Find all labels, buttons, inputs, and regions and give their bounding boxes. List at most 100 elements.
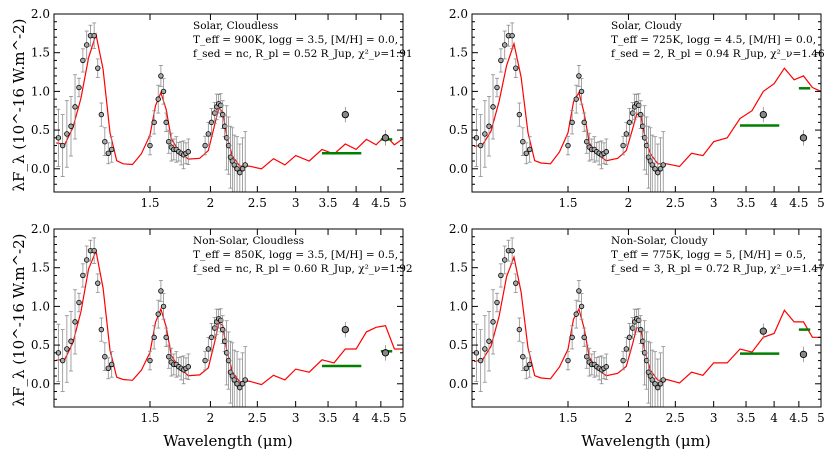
y-tick-label: 2.0 (31, 7, 50, 21)
photometry-point (381, 134, 390, 142)
photometry-point (341, 325, 349, 334)
x-tick-label: 2.5 (248, 196, 267, 210)
x-tick-label: 4 (352, 411, 360, 425)
panel-data-group (55, 22, 403, 192)
y-tick-label: 1.5 (31, 261, 50, 275)
data-point (102, 138, 108, 145)
photometry-point (799, 350, 808, 359)
x-tick-label: 3.5 (736, 196, 755, 210)
data-point (163, 334, 169, 341)
data-point (64, 346, 70, 352)
data-point (576, 73, 582, 79)
data-point (98, 326, 105, 333)
data-point (623, 346, 630, 352)
data-point (84, 42, 90, 48)
panel-frame (471, 13, 822, 193)
data-point (231, 377, 237, 383)
x-tick-label: 3 (710, 411, 718, 425)
panel-annotation-line: T_eff = 725K, logg = 4.5, [M/H] = 0.0, (611, 34, 816, 46)
data-point (498, 57, 504, 64)
data-point (158, 288, 164, 294)
data-point (208, 119, 215, 126)
data-point (626, 119, 633, 126)
y-tick-label: 0.5 (449, 123, 468, 137)
x-tick-label: 1.5 (558, 196, 577, 210)
x-axis-title-left: Wavelength (μm) (163, 432, 292, 450)
data-point (105, 150, 111, 157)
panel-annotation-line: T_eff = 850K, logg = 3.5, [M/H] = 0.5, (193, 249, 398, 261)
x-tick-label: 3.5 (318, 196, 337, 210)
x-tick-label: 1.5 (140, 196, 159, 210)
data-point (80, 272, 86, 279)
y-tick-label: 1.0 (449, 299, 468, 313)
data-point (84, 257, 90, 263)
x-tick-label: 2.5 (666, 196, 685, 210)
data-point (108, 146, 115, 153)
x-tick-label: 2 (207, 196, 215, 210)
x-tick-label: 3 (710, 196, 718, 210)
data-point (185, 364, 192, 370)
data-point (105, 365, 111, 372)
photometry-point (799, 134, 808, 142)
data-point (626, 334, 633, 341)
x-axis-title-right: Wavelength (μm) (581, 432, 710, 450)
data-point (91, 32, 97, 39)
y-tick-label: 0.0 (31, 162, 50, 176)
data-point (102, 353, 108, 360)
data-point (231, 162, 237, 168)
data-point (652, 381, 658, 387)
panel-top-left: 0.0 0.5 1.0 1.5 2.0 1.5 2 2.5 3 3.5 4 4.5 5 Solar, Cl… (31, 7, 413, 210)
data-point (482, 346, 488, 352)
data-point (237, 169, 243, 176)
model-spectrum-line (474, 255, 821, 384)
data-point (155, 311, 161, 317)
data-point (95, 280, 101, 286)
photometry-point (759, 327, 767, 335)
data-point (68, 338, 74, 344)
data-point (166, 138, 172, 145)
panel-annotation-line: Solar, Cloudless (193, 20, 278, 32)
data-point (578, 303, 585, 310)
panel-top-right: 0.0 0.5 1.0 1.5 2.0 1.5 2 2.5 3 3.5 4 4.5 5 Solar, Cl… (449, 7, 825, 210)
panel-data-group (473, 22, 821, 192)
panel-frame (53, 228, 404, 408)
y-tick-label: 0.5 (31, 123, 50, 137)
data-point (498, 272, 504, 279)
data-point (569, 119, 575, 126)
y-tick-label: 2.0 (31, 222, 50, 236)
data-point (477, 357, 484, 364)
photometry-point (341, 110, 349, 119)
data-point (80, 57, 86, 64)
data-point (502, 257, 508, 263)
x-tick-label: 4 (770, 196, 778, 210)
y-tick-label: 0.0 (449, 377, 468, 391)
panel-annotation-line: T_eff = 900K, logg = 3.5, [M/H] = 0.0, (193, 34, 398, 46)
data-point (565, 142, 571, 149)
x-tick-label: 4.5 (789, 196, 808, 210)
model-spectrum-line (56, 249, 403, 386)
data-point (660, 377, 666, 383)
data-point (72, 104, 78, 110)
y-tick-label: 2.0 (449, 222, 468, 236)
panel-data-group (55, 237, 403, 407)
data-point (151, 334, 157, 341)
data-point (603, 149, 610, 155)
data-point (569, 334, 575, 341)
model-spectrum-line (474, 41, 821, 168)
x-tick-label: 2 (207, 411, 215, 425)
data-point (581, 334, 587, 341)
data-point (629, 110, 636, 116)
data-point (490, 319, 496, 325)
data-point (98, 111, 105, 118)
x-tick-label: 3 (292, 196, 300, 210)
data-point (211, 110, 218, 116)
data-point (565, 357, 571, 364)
x-tick-label: 3 (292, 411, 300, 425)
data-point (242, 377, 248, 383)
data-point (158, 73, 164, 79)
data-point (64, 131, 70, 137)
data-point (482, 131, 488, 137)
data-point (584, 353, 590, 360)
data-point (237, 384, 243, 391)
